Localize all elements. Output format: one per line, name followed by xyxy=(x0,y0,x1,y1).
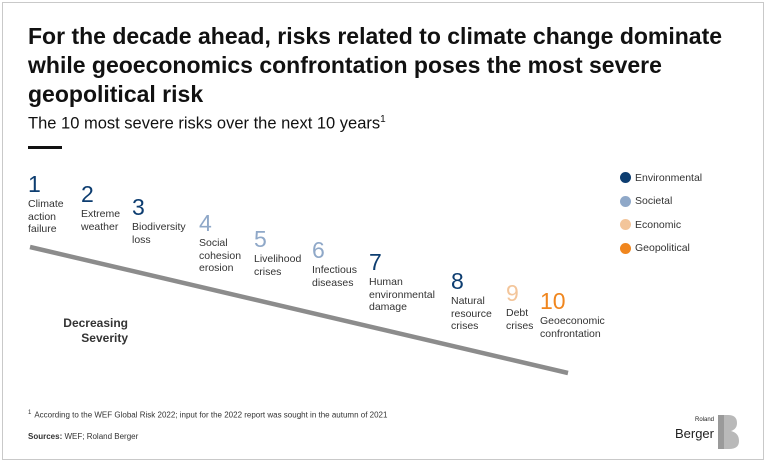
legend-item-environmental: Environmental xyxy=(620,166,702,190)
legend-label: Environmental xyxy=(635,171,703,184)
risk-rank: 6 xyxy=(312,237,325,263)
title-underline xyxy=(28,146,62,149)
risk-label: Extreme weather xyxy=(81,208,121,233)
severity-label-line-1: Decreasing xyxy=(63,316,128,330)
subtitle-text: The 10 most severe risks over the next 1… xyxy=(28,114,381,133)
risk-rank: 2 xyxy=(81,181,94,207)
legend-label: Economic xyxy=(635,218,682,231)
slide-title: For the decade ahead, risks related to c… xyxy=(28,23,723,107)
footnote-text: According to the WEF Global Risk 2022; i… xyxy=(34,410,388,420)
legend-dot xyxy=(620,195,631,207)
legend-dot xyxy=(620,242,631,254)
risk-item-7: 7 Human environmental damage xyxy=(369,250,435,314)
risk-rank: 4 xyxy=(199,210,212,236)
risk-item-6: 6 Infectious diseases xyxy=(312,238,357,289)
decreasing-severity-label: Decreasing Severity xyxy=(60,316,128,346)
legend-label: Geopolitical xyxy=(635,242,690,255)
slide-subtitle: The 10 most severe risks over the next 1… xyxy=(28,114,386,134)
sources-text: WEF; Roland Berger xyxy=(64,432,139,441)
footnote-marker: 1 xyxy=(28,410,32,416)
category-legend: Environmental Societal Economic Geopolit… xyxy=(620,166,702,260)
sources-label: Sources: xyxy=(28,432,63,441)
slide-frame xyxy=(2,2,764,460)
severity-label-line-2: Severity xyxy=(81,331,128,345)
risk-item-4: 4 Social cohesion erosion xyxy=(199,211,241,275)
risk-item-8: 8 Natural resource crises xyxy=(451,269,492,333)
footnote: 1 According to the WEF Global Risk 2022; … xyxy=(28,410,387,420)
risk-item-3: 3 Biodiversity loss xyxy=(132,195,186,246)
logo-b-mark-icon xyxy=(718,415,739,449)
risk-rank: 8 xyxy=(451,268,464,294)
logo-text-small: Roland xyxy=(694,417,714,423)
legend-dot xyxy=(620,219,631,231)
risk-label: Climate action failure xyxy=(28,198,64,235)
risk-label: Livelihood crises xyxy=(254,253,302,278)
risk-item-2: 2 Extreme weather xyxy=(81,182,120,233)
risk-label: Debt crises xyxy=(506,307,534,332)
legend-item-economic: Economic xyxy=(620,213,702,237)
risk-rank: 1 xyxy=(28,171,41,197)
legend-item-geopolitical: Geopolitical xyxy=(620,237,702,261)
risk-item-5: 5 Livelihood crises xyxy=(254,227,301,278)
roland-berger-logo: Roland Berger xyxy=(674,414,740,450)
risk-label: Human environmental damage xyxy=(369,276,435,313)
sources-line: Sources: WEF; Roland Berger xyxy=(28,432,138,441)
risk-item-9: 9 Debt crises xyxy=(506,281,533,332)
risk-label: Natural resource crises xyxy=(451,295,492,332)
risk-rank: 5 xyxy=(254,226,267,252)
legend-label: Societal xyxy=(635,195,673,208)
legend-dot xyxy=(620,172,631,184)
risk-label: Biodiversity loss xyxy=(132,221,186,246)
risk-rank: 9 xyxy=(506,280,519,306)
risk-rank: 10 xyxy=(540,288,566,314)
risk-item-1: 1 Climate action failure xyxy=(28,172,64,236)
risk-item-10: 10 Geoeconomic confrontation xyxy=(540,289,605,340)
legend-item-societal: Societal xyxy=(620,190,702,214)
logo-text-big: Berger xyxy=(674,426,714,441)
risk-label: Social cohesion erosion xyxy=(199,237,242,274)
risk-label: Geoeconomic confrontation xyxy=(540,315,605,340)
risk-rank: 3 xyxy=(132,194,145,220)
subtitle-footnote-marker: 1 xyxy=(380,114,386,125)
risk-label: Infectious diseases xyxy=(312,264,357,289)
risk-rank: 7 xyxy=(369,249,382,275)
